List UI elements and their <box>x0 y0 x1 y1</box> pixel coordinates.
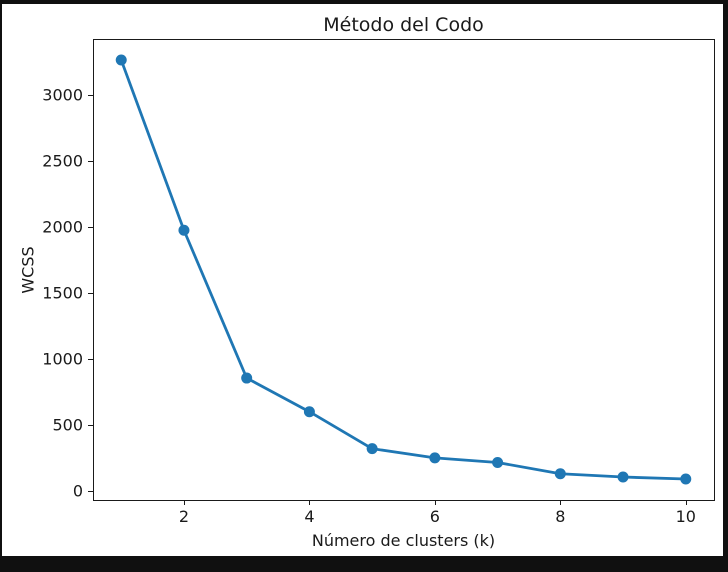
y-tick-label: 2500 <box>42 151 83 170</box>
data-point <box>303 406 315 418</box>
data-point <box>429 452 441 464</box>
y-tick-label: 3000 <box>42 85 83 104</box>
data-point <box>617 471 629 483</box>
x-tick-label: 10 <box>676 507 696 526</box>
data-point <box>366 443 378 455</box>
data-point <box>680 473 692 485</box>
chart-title: Método del Codo <box>323 14 484 36</box>
figure-canvas: Método del Codo WCSS Número de clusters … <box>2 4 723 556</box>
x-tick-label: 8 <box>555 507 565 526</box>
data-point <box>178 224 190 236</box>
data-point <box>554 468 566 480</box>
y-tick-label: 500 <box>52 415 83 434</box>
y-axis-label: WCSS <box>18 246 38 294</box>
data-point <box>241 372 253 384</box>
x-tick-label: 4 <box>304 507 314 526</box>
y-tick-label: 1000 <box>42 349 83 368</box>
axes-spines <box>93 39 715 501</box>
wcss-line <box>119 58 688 481</box>
x-tick-label: 2 <box>179 507 189 526</box>
y-tick-label: 1500 <box>42 283 83 302</box>
x-axis-label: Número de clusters (k) <box>311 531 496 550</box>
y-tick-label: 2000 <box>42 217 83 236</box>
elbow-plot: 2 4 6 8 10 0 500 1000 1500 2000 2500 3000 <box>42 39 715 526</box>
y-tick-label: 0 <box>73 481 83 500</box>
x-tick-label: 6 <box>430 507 440 526</box>
data-point <box>115 54 127 66</box>
data-point <box>492 457 504 469</box>
